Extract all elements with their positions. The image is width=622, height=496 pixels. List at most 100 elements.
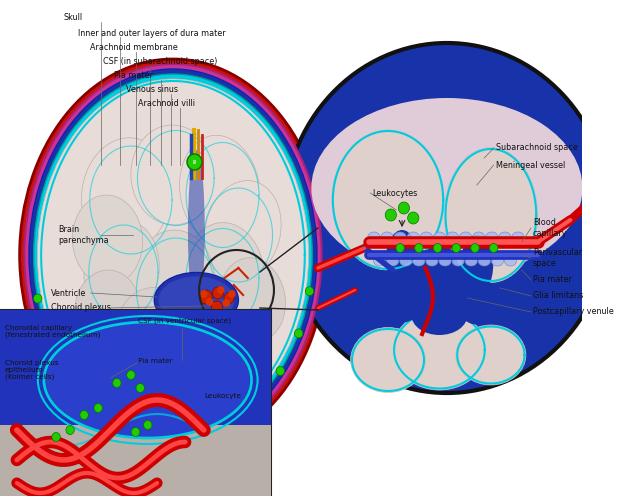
Text: Subarachnoid space: Subarachnoid space [496,143,577,152]
Text: Ventricle: Ventricle [52,289,87,298]
Circle shape [52,433,60,441]
Text: Glia limitans: Glia limitans [533,292,583,301]
Bar [0,310,271,496]
Ellipse shape [312,98,582,278]
Ellipse shape [460,232,471,242]
Text: Pia mater: Pia mater [533,275,572,285]
Ellipse shape [75,270,141,350]
Circle shape [66,426,75,434]
Circle shape [65,372,73,381]
Ellipse shape [131,125,215,225]
Ellipse shape [486,232,498,242]
Bar [0,310,271,425]
Text: Blood
capillary: Blood capillary [533,218,567,238]
Ellipse shape [473,232,485,242]
Ellipse shape [387,256,399,266]
Ellipse shape [81,138,171,252]
Ellipse shape [444,147,537,283]
Ellipse shape [420,232,432,242]
Ellipse shape [512,232,524,242]
Ellipse shape [37,79,309,431]
Circle shape [200,290,208,298]
Text: Pia mater: Pia mater [114,71,153,80]
Ellipse shape [188,150,205,310]
Ellipse shape [355,283,383,308]
Text: Meningeal vessel: Meningeal vessel [496,161,565,170]
Circle shape [34,294,42,303]
Text: Arachnoid villi: Arachnoid villi [138,100,195,109]
Ellipse shape [117,288,192,372]
Circle shape [211,301,223,313]
Circle shape [187,154,202,170]
Circle shape [131,428,140,436]
Circle shape [294,329,303,338]
Text: Perivascular
space: Perivascular space [533,248,582,268]
Text: Venous sinus: Venous sinus [126,85,179,95]
Circle shape [113,378,121,387]
Text: I: I [200,356,202,361]
Ellipse shape [158,276,234,324]
Text: Pia mater: Pia mater [138,358,173,364]
Circle shape [223,299,230,307]
Circle shape [212,287,223,299]
Circle shape [121,422,130,431]
Circle shape [193,350,208,366]
Circle shape [490,244,498,252]
Text: Choroidal capillary
(fenestrated endothelium): Choroidal capillary (fenestrated endothe… [5,325,100,338]
Ellipse shape [434,232,445,242]
Ellipse shape [84,220,159,320]
Ellipse shape [426,256,438,266]
Ellipse shape [332,130,444,270]
Ellipse shape [504,256,516,266]
Circle shape [217,286,225,294]
Ellipse shape [413,256,425,266]
Circle shape [224,293,234,304]
Circle shape [415,244,423,252]
Circle shape [188,431,197,439]
Ellipse shape [180,135,260,245]
Ellipse shape [414,245,465,325]
Ellipse shape [368,232,380,242]
Ellipse shape [383,288,420,322]
Text: Arachnoid membrane: Arachnoid membrane [90,44,177,53]
Text: CSF (in subarachnoid space): CSF (in subarachnoid space) [103,58,217,66]
Circle shape [80,411,88,420]
Ellipse shape [411,295,468,335]
Circle shape [434,244,442,252]
Ellipse shape [220,258,285,342]
Circle shape [127,371,135,379]
Ellipse shape [180,278,250,363]
Ellipse shape [29,69,317,441]
Text: Brain
parenchyma: Brain parenchyma [58,225,109,245]
Ellipse shape [478,256,490,266]
Circle shape [206,298,213,306]
Text: Postcapillary venule: Postcapillary venule [533,308,614,316]
Circle shape [91,401,100,411]
Circle shape [94,404,103,413]
Text: Choroid plexus: Choroid plexus [52,304,111,312]
Ellipse shape [381,232,393,242]
Bar [0,425,271,496]
Circle shape [251,397,260,406]
Ellipse shape [374,256,386,266]
Circle shape [136,383,144,392]
Ellipse shape [447,232,458,242]
Circle shape [452,244,460,252]
Ellipse shape [392,310,486,390]
Ellipse shape [400,256,412,266]
Ellipse shape [407,232,419,242]
Ellipse shape [394,232,406,242]
Circle shape [385,209,396,221]
Ellipse shape [459,292,494,324]
Ellipse shape [465,256,477,266]
Ellipse shape [72,195,142,285]
Circle shape [221,419,230,428]
Circle shape [155,432,163,440]
Text: Choroid plexus
epithelium
(Kolmer cells): Choroid plexus epithelium (Kolmer cells) [5,360,58,380]
Circle shape [283,43,611,393]
Ellipse shape [205,181,281,279]
Circle shape [228,290,236,298]
Text: Leukocytes: Leukocytes [372,188,417,197]
Circle shape [396,244,404,252]
Ellipse shape [45,322,251,437]
